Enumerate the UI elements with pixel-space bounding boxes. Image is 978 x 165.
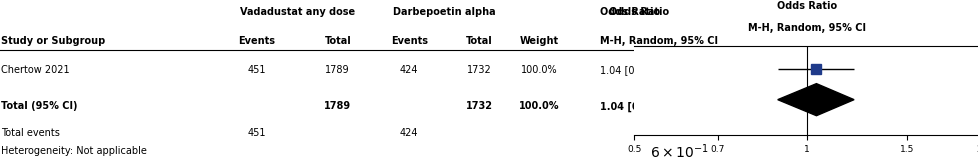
Text: 1789: 1789 [324, 101, 351, 111]
Text: Total events: Total events [1, 128, 60, 138]
Text: Total: Total [466, 36, 493, 46]
Text: M-H, Random, 95% CI: M-H, Random, 95% CI [600, 36, 718, 46]
Text: Vadadustat any dose: Vadadustat any dose [240, 7, 354, 17]
Text: M-H, Random, 95% CI: M-H, Random, 95% CI [747, 23, 865, 33]
Text: Heterogeneity: Not applicable: Heterogeneity: Not applicable [1, 146, 147, 156]
Text: 424: 424 [400, 128, 418, 138]
Text: 1732: 1732 [466, 101, 493, 111]
Text: 100.0%: 100.0% [520, 65, 557, 75]
Text: Events: Events [238, 36, 275, 46]
Text: Odds Ratio: Odds Ratio [600, 7, 659, 17]
Polygon shape [777, 84, 853, 116]
Text: Events: Events [390, 36, 427, 46]
Text: Total (95% CI): Total (95% CI) [1, 101, 77, 111]
Text: 424: 424 [400, 65, 418, 75]
Text: 1.04 [0.89, 1.21]: 1.04 [0.89, 1.21] [600, 101, 691, 112]
Text: 1732: 1732 [467, 65, 492, 75]
Text: Odds Ratio: Odds Ratio [608, 7, 669, 17]
Text: Darbepoetin alpha: Darbepoetin alpha [393, 7, 495, 17]
Text: 451: 451 [247, 65, 265, 75]
Text: Total: Total [324, 36, 351, 46]
Text: Odds Ratio: Odds Ratio [776, 0, 836, 11]
Text: 451: 451 [247, 128, 265, 138]
Text: Weight: Weight [519, 36, 558, 46]
Text: 1789: 1789 [325, 65, 350, 75]
Text: 1.04 [0.89, 1.21]: 1.04 [0.89, 1.21] [600, 65, 681, 75]
Text: Study or Subgroup: Study or Subgroup [1, 36, 105, 46]
Text: 100.0%: 100.0% [518, 101, 559, 111]
Text: Chertow 2021: Chertow 2021 [1, 65, 69, 75]
